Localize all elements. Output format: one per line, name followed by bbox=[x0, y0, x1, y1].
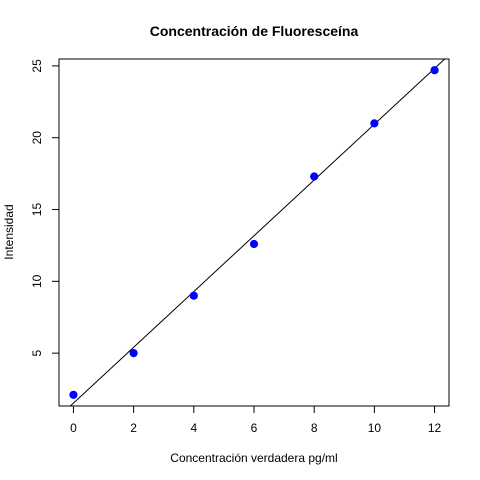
x-tick-label: 4 bbox=[190, 421, 197, 435]
x-tick-label: 2 bbox=[130, 421, 137, 435]
data-point bbox=[430, 66, 439, 75]
x-tick-label: 8 bbox=[311, 421, 318, 435]
chart-title: Concentración de Fluoresceína bbox=[150, 23, 359, 39]
data-point bbox=[310, 172, 319, 181]
x-tick-label: 0 bbox=[70, 421, 77, 435]
y-tick-label: 20 bbox=[30, 131, 44, 145]
y-tick-label: 10 bbox=[30, 274, 44, 288]
data-point bbox=[370, 119, 379, 128]
plot-area: 0 2 4 6 8 10 12 5 10 15 20 25 bbox=[30, 58, 450, 435]
y-tick-label: 15 bbox=[30, 203, 44, 217]
data-point bbox=[189, 291, 198, 300]
x-tick-label: 6 bbox=[251, 421, 258, 435]
data-point bbox=[69, 390, 78, 399]
fit-line bbox=[69, 59, 446, 406]
data-point bbox=[249, 239, 259, 249]
y-tick-label: 5 bbox=[30, 349, 44, 356]
x-axis-label: Concentración verdadera pg/ml bbox=[170, 451, 337, 465]
x-tick-label: 12 bbox=[428, 421, 442, 435]
data-point bbox=[129, 349, 138, 358]
x-tick-label: 10 bbox=[368, 421, 382, 435]
y-axis-label: Intensidad bbox=[2, 204, 16, 259]
y-tick-label: 25 bbox=[30, 59, 44, 73]
plot-frame bbox=[58, 58, 450, 407]
